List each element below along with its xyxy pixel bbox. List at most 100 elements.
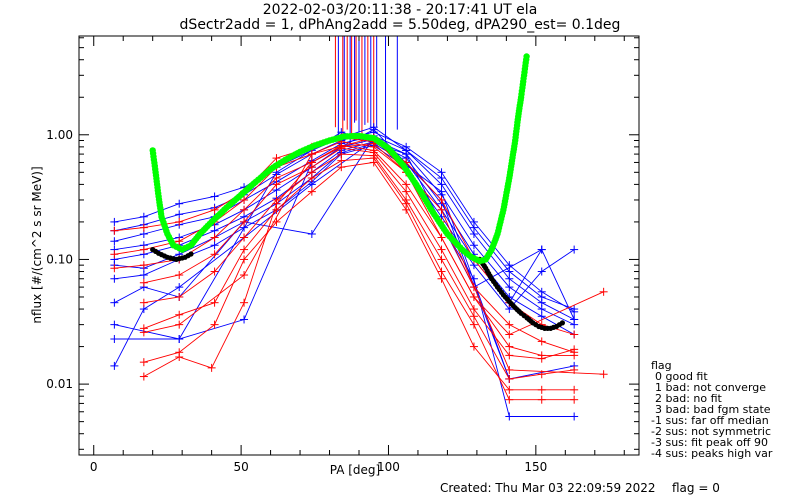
blue-data-point: [537, 312, 546, 321]
red-data-point: [240, 233, 249, 242]
blue-data-point: [139, 212, 148, 221]
red-data-point: [139, 261, 148, 270]
red-data-point: [505, 395, 514, 404]
blue-data-point: [110, 335, 119, 344]
red-data-point: [175, 217, 184, 226]
red-data-point: [570, 345, 579, 354]
blue-data-point: [570, 412, 579, 421]
blue-data-point: [110, 320, 119, 329]
y-axis-label: nflux [#/(cm^2 s sr MeV)]: [30, 166, 44, 323]
red-data-point: [210, 250, 219, 259]
red-data-point: [240, 255, 249, 264]
blue-series-line: [114, 131, 542, 340]
red-data-point: [505, 342, 514, 351]
legend-item: 1 bad: not converge: [655, 381, 767, 394]
red-data-point: [210, 267, 219, 276]
red-data-point: [337, 163, 346, 172]
blue-data-point: [139, 271, 148, 280]
red-data-point: [175, 271, 184, 280]
blue-data-point: [307, 230, 316, 239]
blue-data-point: [210, 192, 219, 201]
red-data-point: [505, 374, 514, 383]
red-data-point: [437, 233, 446, 242]
red-data-point: [307, 174, 316, 183]
blue-data-point: [110, 217, 119, 226]
blue-series-line: [114, 141, 575, 335]
red-data-point: [537, 395, 546, 404]
legend-item: 3 bad: bad fgm state: [655, 403, 771, 416]
red-data-point: [240, 195, 249, 204]
red-data-point: [537, 385, 546, 394]
fit-layer: [149, 53, 566, 331]
red-data-point: [469, 305, 478, 314]
red-series-line: [143, 161, 575, 391]
flag-value: flag = 0: [672, 481, 720, 495]
series-layer: [110, 36, 608, 421]
blue-data-point: [369, 125, 378, 134]
red-data-point: [210, 233, 219, 242]
red-data-point: [240, 245, 249, 254]
red-data-point: [139, 278, 148, 287]
black-fit-dot: [559, 320, 566, 326]
red-data-point: [175, 320, 184, 329]
red-data-point: [437, 267, 446, 276]
chart-title-line-1: 2022-02-03/20:11:38 - 20:17:41 UT ela: [262, 2, 538, 18]
red-data-point: [110, 226, 119, 235]
red-data-point: [437, 274, 446, 283]
blue-data-point: [537, 267, 546, 276]
red-data-point: [437, 245, 446, 254]
red-data-point: [210, 320, 219, 329]
x-axis-label: PA [deg]: [330, 463, 380, 477]
y-tick-label: 0.01: [46, 377, 73, 391]
blue-data-point: [210, 241, 219, 250]
blue-data-point: [570, 245, 579, 254]
blue-data-point: [110, 274, 119, 283]
red-series-line: [143, 153, 575, 380]
red-series-line: [143, 143, 604, 377]
legend-title: flag: [651, 359, 672, 372]
red-data-point: [570, 330, 579, 339]
red-data-point: [437, 255, 446, 264]
blue-data-point: [437, 180, 446, 189]
blue-data-point: [570, 315, 579, 324]
red-data-point: [307, 150, 316, 159]
red-data-point: [210, 205, 219, 214]
red-data-point: [272, 199, 281, 208]
legend-item: 2 bad: no fit: [655, 392, 722, 405]
red-data-point: [402, 180, 411, 189]
y-tick-label: 0.10: [46, 252, 73, 266]
blue-data-point: [110, 361, 119, 370]
red-data-point: [240, 298, 249, 307]
blue-data-point: [175, 210, 184, 219]
blue-data-point: [175, 199, 184, 208]
red-data-point: [210, 298, 219, 307]
red-data-point: [469, 312, 478, 321]
blue-data-point: [240, 315, 249, 324]
blue-data-point: [505, 283, 514, 292]
red-data-point: [505, 330, 514, 339]
red-data-point: [175, 292, 184, 301]
red-data-point: [240, 205, 249, 214]
red-data-point: [139, 245, 148, 254]
red-series-line: [143, 147, 575, 360]
red-data-point: [469, 320, 478, 329]
red-data-point: [537, 354, 546, 363]
blue-data-point: [570, 307, 579, 316]
red-data-point: [570, 395, 579, 404]
red-data-point: [402, 205, 411, 214]
red-data-point: [240, 217, 249, 226]
created-timestamp: Created: Thu Mar 03 22:09:59 2022: [440, 481, 656, 495]
red-data-point: [139, 298, 148, 307]
blue-data-point: [437, 168, 446, 177]
red-data-point: [207, 363, 216, 372]
red-data-point: [272, 154, 281, 163]
red-data-point: [369, 158, 378, 167]
red-data-point: [110, 250, 119, 259]
blue-series-line: [114, 136, 575, 417]
blue-data-point: [110, 237, 119, 246]
red-data-point: [505, 351, 514, 360]
red-data-point: [240, 271, 249, 280]
blue-data-point: [537, 245, 546, 254]
green-fit-dot: [523, 53, 530, 60]
